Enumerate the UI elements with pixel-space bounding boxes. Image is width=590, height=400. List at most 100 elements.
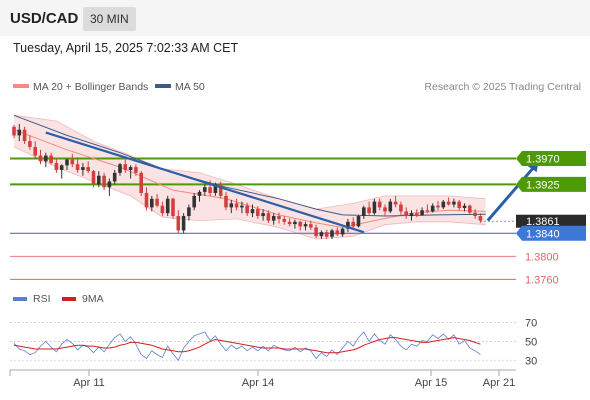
candle-body: [44, 155, 48, 162]
candle-body: [128, 167, 133, 170]
candle-body: [192, 195, 196, 208]
candle-11: [70, 153, 75, 168]
candle-69: [377, 198, 382, 211]
candle-21: [123, 159, 128, 173]
candle-body: [22, 129, 27, 142]
candle-body: [446, 201, 451, 205]
candle-body: [478, 216, 483, 221]
candle-body: [54, 163, 59, 170]
candle-body: [107, 181, 112, 188]
candle-body: [473, 212, 477, 217]
candle-30: [171, 197, 175, 219]
candle-body: [388, 201, 393, 212]
candle-75: [409, 210, 414, 221]
candle-31: [176, 210, 181, 234]
candle-7: [49, 152, 53, 165]
level-label-1.3925: 1.3925: [516, 176, 586, 192]
candle-body: [70, 159, 75, 165]
rsi-legend: RSI 9MA: [13, 293, 104, 305]
candle-body: [324, 232, 329, 237]
ma20-line: [13, 129, 486, 229]
candle-59: [324, 229, 329, 240]
x-tick-label-2: Apr 15: [415, 377, 447, 389]
candle-body: [218, 184, 223, 196]
candle-body: [362, 207, 366, 217]
candle-body: [293, 221, 297, 225]
candle-body: [139, 172, 143, 193]
candle-body: [75, 164, 80, 170]
candle-26: [150, 195, 154, 212]
candle-body: [399, 204, 403, 212]
x-tick-label-0: Apr 11: [73, 377, 105, 389]
legend-ma20-swatch: [13, 84, 29, 88]
candle-23: [134, 164, 138, 176]
candle-61: [335, 227, 340, 237]
candle-body: [436, 205, 440, 208]
level-label-box: [516, 225, 586, 241]
candle-body: [340, 228, 345, 235]
candle-42: [234, 198, 239, 211]
candle-6: [44, 152, 48, 168]
candle-body: [468, 205, 472, 213]
research-credit: Research © 2025 Trading Central: [424, 81, 581, 93]
rsi-grid: 30 50 70: [10, 318, 537, 367]
candle-body: [377, 201, 382, 208]
candle-body: [213, 184, 218, 193]
candle-body: [314, 227, 318, 237]
timeframe-badge[interactable]: 30 MIN: [83, 7, 136, 31]
candle-body: [266, 213, 271, 221]
forecast-arrow-shaft: [486, 165, 536, 222]
candle-body: [383, 207, 387, 212]
candle-24: [139, 171, 143, 196]
candle-body: [165, 198, 170, 214]
candle-body: [187, 207, 191, 217]
candle-32: [181, 213, 186, 234]
candle-46: [256, 206, 260, 219]
candle-body: [452, 201, 456, 205]
candle-18: [107, 178, 112, 196]
candle-body: [404, 211, 408, 217]
candle-67: [367, 201, 371, 217]
candle-body: [441, 201, 446, 208]
candle-body: [49, 155, 53, 164]
x-axis-ticks: Apr 11 Apr 14 Apr 15 Apr 21: [73, 370, 515, 389]
candle-body: [28, 141, 32, 147]
candle-33: [187, 204, 191, 221]
candle-body: [346, 221, 350, 229]
candle-body: [250, 209, 255, 214]
candle-29: [165, 195, 170, 217]
candle-body: [134, 167, 138, 173]
candle-73: [399, 201, 403, 215]
candle-body: [256, 209, 260, 217]
candle-80: [436, 201, 440, 211]
level-label-text: 1.3861: [526, 216, 560, 228]
candle-10: [65, 158, 69, 170]
candle-39: [218, 181, 223, 199]
candle-44: [245, 202, 249, 217]
main-legend: MA 20 + Bollinger Bands MA 50 Research ©…: [13, 81, 581, 93]
candle-body: [319, 232, 324, 237]
candle-body: [335, 230, 340, 235]
candle-34: [192, 193, 196, 211]
candle-57: [314, 224, 318, 238]
candle-87: [473, 209, 477, 219]
candle-body: [102, 175, 106, 188]
candle-19: [112, 169, 117, 185]
candle-body: [271, 216, 276, 221]
candle-body: [33, 146, 37, 156]
candle-72: [393, 195, 398, 208]
candle-body: [155, 198, 159, 206]
candle-66: [362, 205, 366, 219]
bollinger-upper-line: [13, 114, 486, 210]
level-label-box: [516, 176, 586, 192]
candle-body: [462, 205, 467, 208]
candle-17: [102, 172, 106, 191]
candle-body: [415, 213, 419, 215]
candle-49: [271, 213, 276, 225]
level-label-1.3840: 1.3840: [516, 225, 586, 241]
candle-14: [86, 161, 90, 173]
candle-body: [65, 159, 69, 166]
legend-9ma-swatch: [62, 297, 76, 301]
candle-0: [12, 125, 16, 139]
